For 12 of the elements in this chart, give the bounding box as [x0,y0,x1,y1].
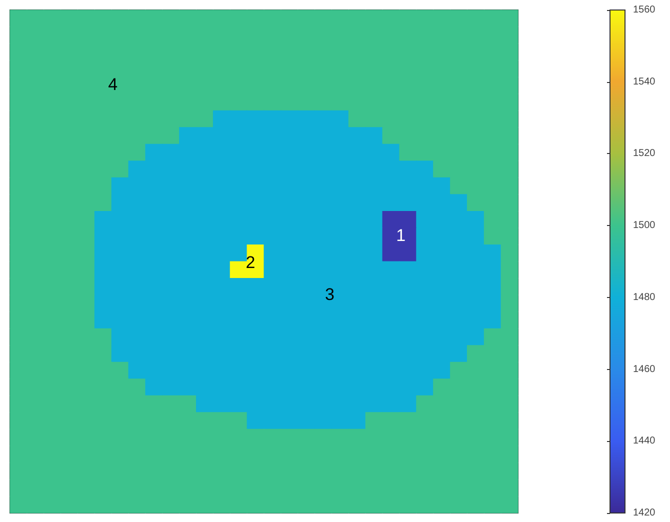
color-bar-label: 1540 [633,76,656,88]
color-bar-label: 1420 [633,508,656,518]
color-bar-label: 1500 [633,220,656,232]
color-bar-label: 1560 [633,4,656,16]
annotation: 1 [396,226,406,245]
color-bar-label: 1520 [633,148,656,160]
color-bar-label: 1440 [633,436,656,447]
color-bar-label: 1460 [633,364,656,375]
annotation: 4 [108,74,118,94]
annotation: 3 [325,285,335,304]
annotation: 2 [246,253,256,272]
color-bar-label: 1480 [633,292,656,303]
